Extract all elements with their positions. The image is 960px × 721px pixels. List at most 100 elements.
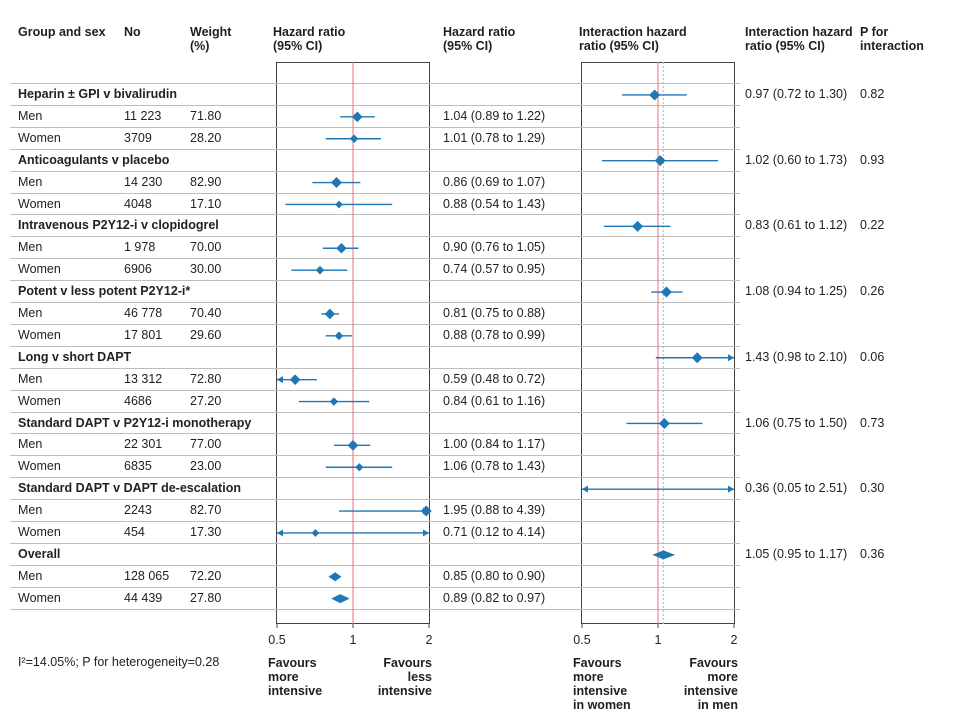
row-rule bbox=[10, 433, 740, 435]
hr-1-1-point bbox=[335, 200, 343, 209]
row-weight: 82.90 bbox=[190, 174, 222, 189]
hr-2-0-point bbox=[336, 242, 347, 254]
hr-6-1-arrow-left bbox=[277, 529, 283, 537]
interaction-hr-text: 1.06 (0.75 to 1.50) bbox=[745, 415, 848, 430]
row-rule bbox=[10, 499, 740, 501]
row-hr-text: 0.59 (0.48 to 0.72) bbox=[443, 371, 546, 386]
interaction-hr-text: 0.97 (0.72 to 1.30) bbox=[745, 87, 848, 101]
row-count: 3709 bbox=[124, 130, 152, 145]
interaction-4-point bbox=[691, 352, 703, 364]
row-rule bbox=[10, 236, 740, 238]
row-weight: 30.00 bbox=[190, 262, 222, 277]
hr-2-1-point bbox=[315, 265, 325, 275]
row-hr-text: 0.90 (0.76 to 1.05) bbox=[443, 240, 546, 255]
row-count: 13 312 bbox=[124, 371, 163, 386]
interaction-favours-left: Favours more intensive in women bbox=[573, 656, 631, 712]
group-title: Intravenous P2Y12-i v clopidogrel bbox=[18, 218, 219, 233]
row-sex-label: Men bbox=[18, 240, 43, 255]
interaction-3-point bbox=[660, 286, 672, 298]
row-rule bbox=[10, 367, 740, 369]
row-weight: 82.70 bbox=[190, 503, 222, 518]
row-sex-label: Men bbox=[18, 174, 43, 189]
header-p-interaction: P for interaction bbox=[860, 25, 924, 53]
row-hr-text: 1.01 (0.78 to 1.29) bbox=[443, 130, 546, 145]
row-weight: 70.00 bbox=[190, 240, 222, 255]
row-hr-text: 0.81 (0.75 to 0.88) bbox=[443, 306, 546, 320]
row-sex-label: Women bbox=[18, 262, 61, 277]
row-hr-text: 0.74 (0.57 to 0.95) bbox=[443, 262, 546, 277]
header-group: Group and sex bbox=[18, 25, 106, 39]
row-weight: 72.20 bbox=[190, 568, 222, 583]
row-weight: 27.20 bbox=[190, 393, 222, 408]
row-count: 14 230 bbox=[124, 174, 163, 189]
row-rule bbox=[10, 126, 740, 128]
row-hr-text: 0.86 (0.69 to 1.07) bbox=[443, 174, 546, 189]
row-rule bbox=[10, 608, 740, 610]
row-count: 6906 bbox=[124, 262, 152, 277]
hr-7-0-pooled-diamond bbox=[328, 572, 342, 582]
row-hr-text: 0.88 (0.78 to 0.99) bbox=[443, 327, 546, 342]
row-weight: 71.80 bbox=[190, 108, 222, 123]
row-count: 22 301 bbox=[124, 437, 163, 452]
hr-6-0-point bbox=[420, 505, 432, 517]
interaction-p-value: 0.36 bbox=[860, 546, 885, 561]
header-no: No bbox=[124, 25, 141, 39]
group-title: Heparin ± GPI v bivalirudin bbox=[18, 87, 177, 101]
header-weight: Weight (%) bbox=[190, 25, 232, 53]
row-count: 17 801 bbox=[124, 327, 163, 342]
interaction-7-pooled-diamond bbox=[652, 550, 676, 560]
hr-axis-tick-label: 0.5 bbox=[268, 633, 285, 647]
row-rule bbox=[10, 258, 740, 260]
interaction-p-value: 0.82 bbox=[860, 87, 885, 101]
group-title: Standard DAPT v DAPT de-escalation bbox=[18, 481, 241, 496]
hr-4-0-arrow-left bbox=[277, 376, 283, 384]
row-count: 46 778 bbox=[124, 306, 163, 320]
row-sex-label: Men bbox=[18, 437, 43, 452]
row-weight: 77.00 bbox=[190, 437, 222, 452]
hr-3-1-point bbox=[334, 331, 344, 341]
row-rule bbox=[10, 542, 740, 544]
header-hr-text: Hazard ratio (95% CI) bbox=[443, 25, 516, 53]
row-sex-label: Women bbox=[18, 327, 61, 342]
row-count: 4048 bbox=[124, 196, 152, 211]
header-interaction-plot: Interaction hazard ratio (95% CI) bbox=[579, 25, 687, 53]
hr-0-0-point bbox=[352, 111, 363, 123]
row-hr-text: 1.06 (0.78 to 1.43) bbox=[443, 459, 546, 474]
row-hr-text: 0.71 (0.12 to 4.14) bbox=[443, 525, 546, 539]
row-hr-text: 1.04 (0.89 to 1.22) bbox=[443, 108, 546, 123]
row-count: 128 065 bbox=[124, 568, 170, 583]
row-sex-label: Men bbox=[18, 306, 43, 320]
row-sex-label: Women bbox=[18, 525, 61, 539]
interaction-1-point bbox=[654, 155, 666, 167]
table-rule bbox=[10, 83, 740, 84]
row-sex-label: Men bbox=[18, 371, 43, 386]
row-count: 2243 bbox=[124, 503, 152, 518]
interaction-hr-text: 0.36 (0.05 to 2.51) bbox=[745, 481, 848, 496]
hr-1-0-point bbox=[330, 177, 342, 189]
interaction-0-point bbox=[649, 89, 661, 101]
row-sex-label: Men bbox=[18, 568, 43, 583]
row-hr-text: 1.00 (0.84 to 1.17) bbox=[443, 437, 546, 452]
row-hr-text: 0.85 (0.80 to 0.90) bbox=[443, 568, 546, 583]
row-weight: 28.20 bbox=[190, 130, 222, 145]
interaction-p-value: 0.26 bbox=[860, 284, 885, 299]
hr-6-1-arrow-right bbox=[423, 529, 429, 537]
row-sex-label: Men bbox=[18, 503, 43, 518]
hr-0-1-point bbox=[349, 134, 359, 144]
group-title: Anticoagulants v placebo bbox=[18, 152, 170, 167]
hr-favours-left: Favours more intensive bbox=[268, 656, 323, 698]
row-sex-label: Women bbox=[18, 393, 61, 408]
row-weight: 17.30 bbox=[190, 525, 222, 539]
hr-axis-tick-label: 1 bbox=[350, 633, 357, 647]
row-rule bbox=[10, 302, 740, 303]
hr-4-1-point bbox=[329, 397, 339, 406]
row-hr-text: 1.95 (0.88 to 4.39) bbox=[443, 503, 546, 518]
row-rule bbox=[10, 280, 740, 282]
row-rule bbox=[10, 170, 740, 172]
row-sex-label: Women bbox=[18, 590, 61, 605]
row-hr-text: 0.89 (0.82 to 0.97) bbox=[443, 590, 546, 605]
row-rule bbox=[10, 148, 740, 150]
interaction-favours-right: Favours more intensive in men bbox=[683, 656, 738, 712]
row-weight: 70.40 bbox=[190, 306, 222, 320]
row-count: 44 439 bbox=[124, 590, 163, 605]
